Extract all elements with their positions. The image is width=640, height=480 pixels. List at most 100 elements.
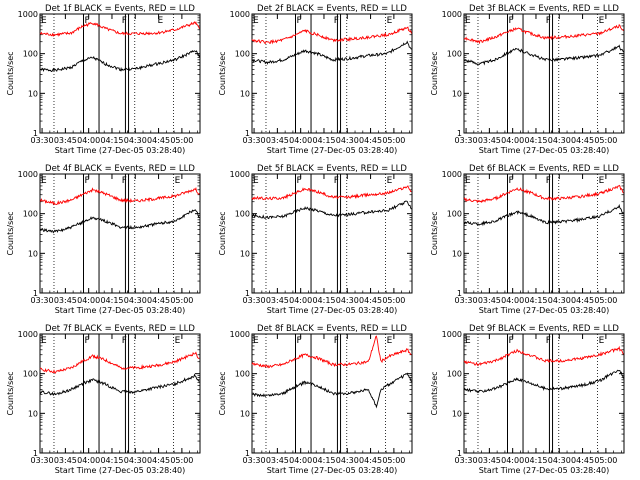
x-tick-label: 04:30: [548, 296, 571, 305]
y-tick-label: 1000: [442, 170, 462, 179]
flag-label: F: [296, 16, 301, 26]
y-tick-label: 100: [235, 50, 250, 59]
x-tick-label: 04:00: [77, 136, 100, 145]
x-tick-label: 04:45: [571, 136, 594, 145]
x-tick-label: 04:30: [548, 456, 571, 465]
series-line-lld: [251, 185, 412, 201]
x-tick-label: 05:00: [170, 136, 193, 145]
x-tick-label: 04:30: [124, 296, 147, 305]
x-axis-label: Start Time (27-Dec-05 03:28:40): [479, 466, 610, 475]
flag-label: E: [387, 336, 393, 346]
x-tick-label: 03:45: [478, 456, 501, 465]
flag-label: E: [387, 16, 393, 26]
y-tick-label: 1: [457, 289, 462, 298]
flag-label: E: [253, 176, 259, 186]
plot-frame: [39, 173, 201, 294]
y-tick-label: 1000: [230, 10, 250, 19]
plot-frame: [463, 333, 625, 454]
x-tick-label: 05:00: [382, 456, 405, 465]
x-tick-label: 04:00: [289, 456, 312, 465]
y-tick-label: 1000: [230, 170, 250, 179]
y-axis-label: Counts/sec: [218, 51, 227, 95]
x-tick-label: 04:30: [548, 136, 571, 145]
flag-label: E: [253, 16, 259, 26]
flag-label: E: [158, 16, 164, 26]
flag-label: E: [175, 336, 181, 346]
flag-label: F: [546, 336, 551, 346]
x-tick-label: 05:00: [382, 136, 405, 145]
x-tick-label: 04:15: [100, 296, 123, 305]
x-tick-label: 04:45: [147, 296, 170, 305]
chart-title: Det 6f BLACK = Events, RED = LLD: [469, 164, 619, 174]
x-axis-label: Start Time (27-Dec-05 03:28:40): [479, 146, 610, 155]
series-line-lld: [463, 184, 624, 204]
y-tick-label: 10: [452, 89, 462, 98]
x-tick-label: 03:30: [455, 136, 478, 145]
chart-title: Det 1f BLACK = Events, RED = LLD: [45, 4, 195, 14]
x-tick-label: 04:00: [289, 136, 312, 145]
y-tick-label: 10: [240, 249, 250, 258]
flag-label: F: [334, 176, 339, 186]
x-tick-label: 03:30: [243, 136, 266, 145]
x-tick-label: 04:00: [77, 296, 100, 305]
x-tick-label: 03:30: [455, 456, 478, 465]
x-tick-label: 04:15: [312, 456, 335, 465]
chart-panel-6: Det 6f BLACK = Events, RED = LLD E F F E 1 10 1…: [430, 164, 625, 315]
x-tick-label: 03:45: [54, 136, 77, 145]
y-tick-label: 1000: [230, 330, 250, 339]
y-tick-label: 100: [23, 210, 38, 219]
y-axis-label: Counts/sec: [430, 51, 439, 95]
x-axis-label: Start Time (27-Dec-05 03:28:40): [55, 146, 186, 155]
x-tick-label: 04:15: [312, 136, 335, 145]
chart-title: Det 5f BLACK = Events, RED = LLD: [257, 164, 407, 174]
series-line-lld: [39, 21, 200, 38]
flag-label: E: [41, 16, 47, 26]
y-tick-label: 10: [240, 409, 250, 418]
y-tick-label: 100: [447, 210, 462, 219]
plot-frame: [251, 333, 413, 454]
chart-panel-5: Det 5f BLACK = Events, RED = LLD E F F E 1 10 1…: [218, 164, 413, 315]
chart-panel-7: Det 7f BLACK = Events, RED = LLD E F F E 1 10 1…: [6, 324, 201, 475]
x-axis-label: Start Time (27-Dec-05 03:28:40): [267, 146, 398, 155]
flag-label: F: [296, 336, 301, 346]
series-line-lld: [463, 345, 624, 367]
y-tick-label: 100: [235, 370, 250, 379]
plot-frame: [39, 333, 201, 454]
flag-label: E: [599, 16, 605, 26]
flag-label: F: [122, 336, 127, 346]
flag-label: F: [508, 16, 513, 26]
x-tick-label: 04:15: [312, 296, 335, 305]
y-tick-label: 1000: [18, 170, 38, 179]
x-tick-label: 04:45: [147, 456, 170, 465]
x-tick-label: 03:45: [478, 296, 501, 305]
flag-label: E: [41, 336, 47, 346]
x-tick-label: 04:15: [100, 136, 123, 145]
flag-label: F: [122, 16, 127, 26]
y-axis-label: Counts/sec: [218, 371, 227, 415]
x-tick-label: 04:30: [336, 136, 359, 145]
chart-panel-9: Det 9f BLACK = Events, RED = LLD E F F E 1 10 1…: [430, 324, 625, 475]
y-tick-label: 1: [457, 129, 462, 138]
x-tick-label: 04:45: [359, 296, 382, 305]
series-line-events: [251, 372, 412, 409]
x-tick-label: 03:45: [54, 456, 77, 465]
flag-label: F: [84, 336, 89, 346]
x-axis-label: Start Time (27-Dec-05 03:28:40): [267, 306, 398, 315]
x-tick-label: 05:00: [594, 296, 617, 305]
x-tick-label: 04:15: [524, 136, 547, 145]
flag-label: E: [465, 16, 471, 26]
x-tick-label: 03:30: [243, 296, 266, 305]
x-tick-label: 05:00: [594, 136, 617, 145]
y-tick-label: 1000: [18, 10, 38, 19]
series-line-events: [39, 209, 200, 234]
series-line-lld: [251, 26, 412, 45]
x-tick-label: 05:00: [170, 296, 193, 305]
series-line-lld: [463, 23, 624, 45]
flag-label: E: [599, 176, 605, 186]
x-tick-label: 04:00: [501, 296, 524, 305]
x-tick-label: 05:00: [170, 456, 193, 465]
x-tick-label: 04:00: [501, 456, 524, 465]
x-tick-label: 03:30: [31, 456, 54, 465]
series-line-events: [463, 203, 624, 227]
y-axis-label: Counts/sec: [6, 51, 15, 95]
